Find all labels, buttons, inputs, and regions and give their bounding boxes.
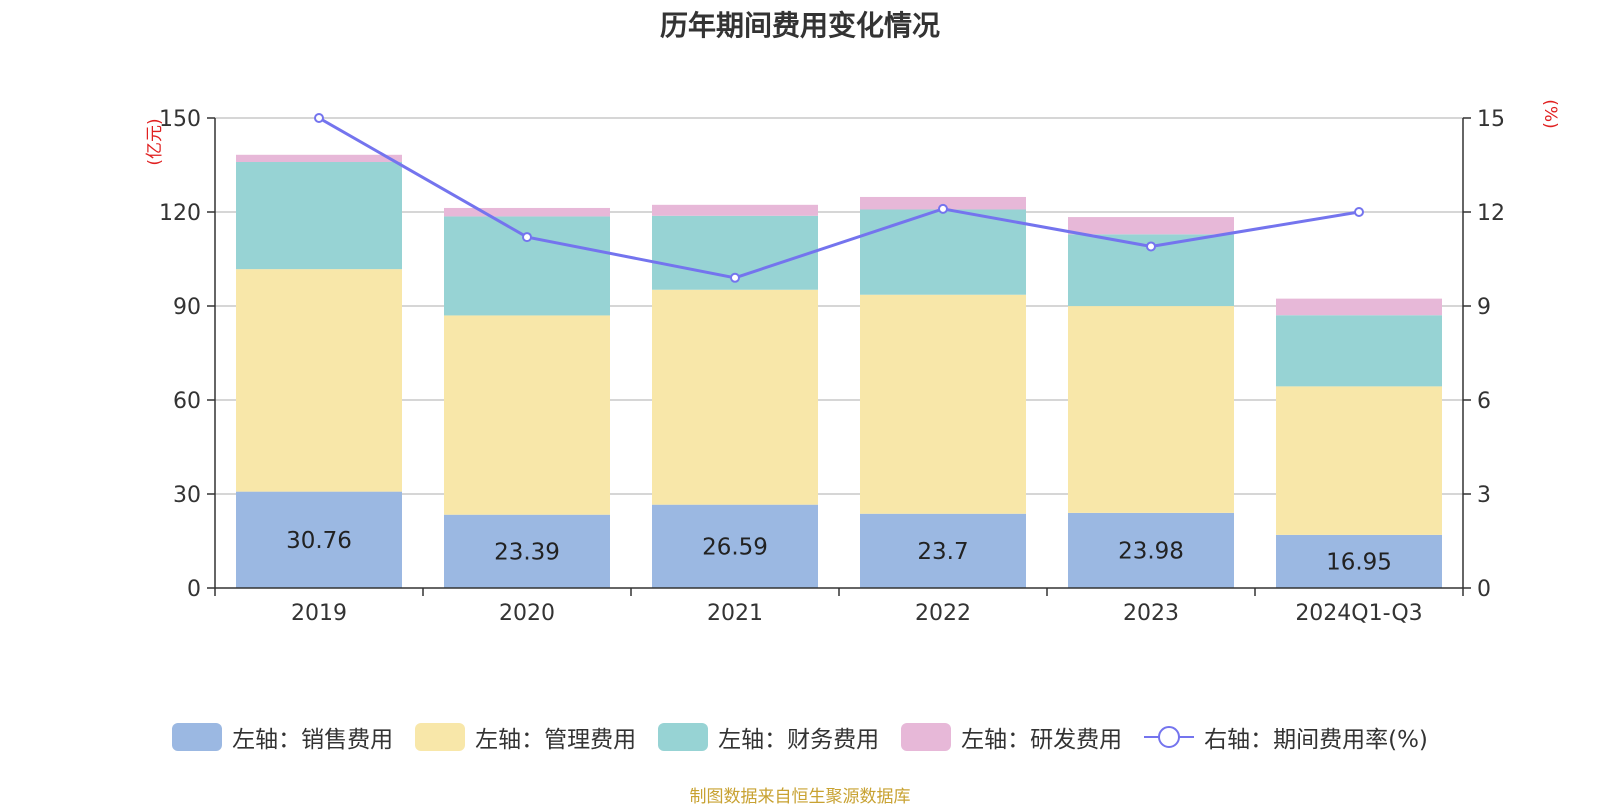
rate-point: [314, 113, 324, 123]
bar-value-label: 16.95: [1326, 549, 1392, 575]
chart-legend: 左轴：销售费用 左轴：管理费用 左轴：财务费用 左轴：研发费用 右轴：期间费用率…: [0, 720, 1600, 754]
bar-segment-4: [1068, 217, 1234, 235]
bar-segment-2: [652, 289, 818, 505]
legend-item-rd[interactable]: 左轴：研发费用: [901, 720, 1122, 754]
bar-segment-1: [652, 504, 818, 588]
right-tick-label: 15: [1477, 107, 1505, 132]
legend-swatch-finance: [658, 723, 709, 751]
left-tick-label: 150: [159, 107, 201, 132]
bar-value-label: 23.39: [494, 539, 560, 565]
left-tick-label: 60: [173, 389, 201, 414]
bar-segment-1: [236, 491, 402, 588]
legend-item-finance[interactable]: 左轴：财务费用: [658, 720, 879, 754]
right-axis-unit: (%): [1540, 99, 1560, 128]
x-tick-label: 2023: [1123, 601, 1179, 626]
rate-point: [1146, 241, 1156, 252]
legend-item-admin[interactable]: 左轴：管理费用: [415, 720, 636, 754]
right-tick-label: 6: [1477, 389, 1491, 414]
rate-point: [522, 232, 532, 243]
left-tick-label: 90: [173, 295, 201, 320]
bar-segment-2: [236, 269, 402, 492]
bar-segment-2: [444, 315, 610, 515]
chart-plot: 0 30 60 90 120 150 0 3 6 9 12 15 (亿元) (%) 30.76 2019 23.…: [145, 99, 1560, 626]
legend-item-rate[interactable]: 右轴：期间费用率(%): [1144, 720, 1428, 754]
bar-segment-1: [860, 513, 1026, 588]
left-tick-label: 120: [159, 201, 201, 226]
legend-label-rate: 右轴：期间费用率(%): [1204, 727, 1428, 753]
bar-segment-2: [1068, 306, 1234, 513]
left-tick-label: 30: [173, 483, 201, 508]
bar-value-label: 30.76: [286, 528, 352, 554]
bar-segment-3: [236, 161, 402, 270]
bar-segment-4: [236, 154, 402, 162]
rate-point: [938, 203, 948, 214]
source-note: 制图数据来自恒生聚源数据库: [689, 787, 911, 807]
bar-segment-3: [444, 216, 610, 316]
bar-segment-1: [1276, 534, 1442, 588]
right-tick-label: 12: [1477, 201, 1505, 226]
legend-swatch-sales: [172, 723, 223, 751]
bar-segment-4: [1276, 298, 1442, 316]
legend-label-finance: 左轴：财务费用: [718, 727, 880, 753]
bar-segment-4: [652, 204, 818, 216]
rate-point: [1354, 207, 1364, 217]
x-tick-label: 2019: [291, 601, 347, 626]
x-tick-label: 2024Q1-Q3: [1295, 601, 1422, 626]
legend-label-sales: 左轴：销售费用: [232, 727, 394, 753]
x-tick-label: 2022: [915, 601, 971, 626]
left-axis-unit: (亿元): [145, 118, 165, 165]
bar-segment-3: [1276, 315, 1442, 387]
legend-label-rd: 左轴：研发费用: [961, 727, 1123, 753]
legend-label-admin: 左轴：管理费用: [475, 727, 637, 753]
right-tick-label: 3: [1477, 483, 1491, 508]
bar-segment-2: [860, 294, 1026, 514]
bar-value-label: 23.7: [917, 539, 968, 565]
right-tick-label: 9: [1477, 295, 1491, 320]
bar-segment-4: [860, 196, 1026, 210]
bar-value-label: 23.98: [1118, 538, 1184, 564]
left-tick-label: 0: [187, 577, 201, 602]
legend-swatch-rd: [901, 723, 952, 751]
x-tick-label: 2021: [707, 601, 763, 626]
legend-swatch-admin: [415, 723, 466, 751]
legend-item-sales[interactable]: 左轴：销售费用: [172, 720, 393, 754]
legend-swatch-rate: [1144, 726, 1195, 748]
bar-value-label: 26.59: [702, 534, 768, 560]
rate-line: [318, 116, 1360, 280]
rate-point: [730, 272, 740, 283]
bar-segment-1: [1068, 512, 1234, 588]
chart-title: 历年期间费用变化情况: [659, 9, 940, 42]
right-tick-label: 0: [1477, 577, 1491, 602]
bar-segment-1: [444, 514, 610, 588]
bar-segment-4: [444, 207, 610, 217]
bar-segment-3: [860, 209, 1026, 295]
x-tick-label: 2020: [499, 601, 555, 626]
bar-segment-2: [1276, 386, 1442, 535]
